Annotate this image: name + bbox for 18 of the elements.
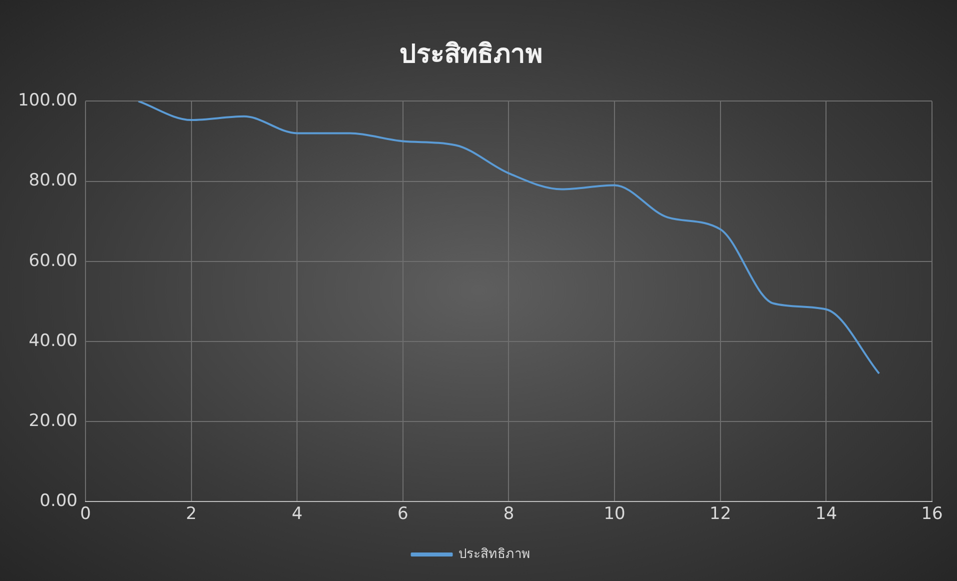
x-tick-label: 0 <box>80 504 91 524</box>
x-tick-label: 16 <box>921 504 943 524</box>
x-tick-label: 8 <box>503 504 514 524</box>
x-tick-label: 4 <box>292 504 303 524</box>
y-tick-label: 0.00 <box>40 491 78 512</box>
y-tick-label: 60.00 <box>28 250 78 271</box>
x-tick-label: 2 <box>186 504 197 524</box>
legend-label: ประสิทธิภาพ <box>458 546 530 562</box>
x-tick-label: 12 <box>710 504 732 524</box>
x-tick-label: 10 <box>604 504 626 524</box>
x-tick-label: 6 <box>398 504 408 524</box>
y-tick-label: 80.00 <box>28 170 78 191</box>
x-tick-label: 14 <box>815 504 838 524</box>
line-series <box>137 101 880 374</box>
y-tick-label: 40.00 <box>28 330 78 351</box>
y-tick-label: 100.00 <box>18 90 78 111</box>
chart-title: ประสิทธิภาพ <box>400 39 542 70</box>
y-tick-label: 20.00 <box>28 410 78 431</box>
